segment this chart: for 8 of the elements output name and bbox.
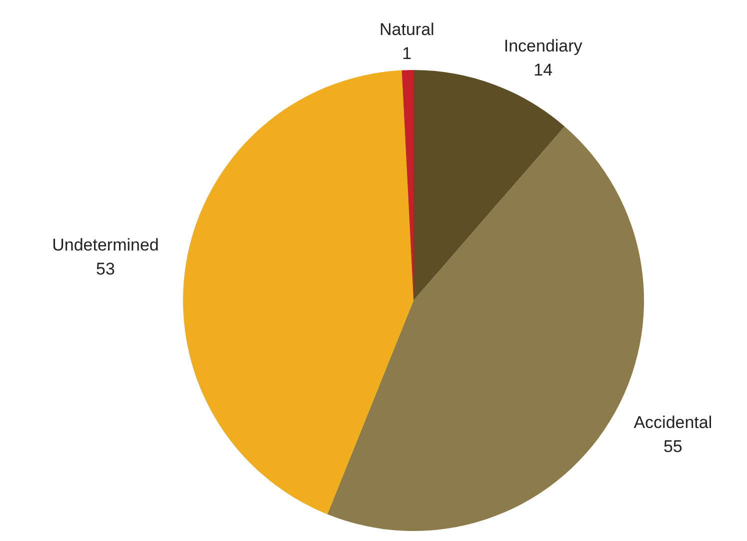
slice-label: Incendiary (504, 36, 583, 56)
slice-label: Natural (380, 20, 434, 40)
slice-label: Accidental (634, 412, 712, 432)
data-label: 1 (402, 44, 412, 64)
data-label: 55 (663, 436, 682, 456)
data-label: 14 (534, 60, 553, 80)
slice-label: Undetermined (52, 236, 159, 255)
data-label: 53 (96, 260, 115, 279)
